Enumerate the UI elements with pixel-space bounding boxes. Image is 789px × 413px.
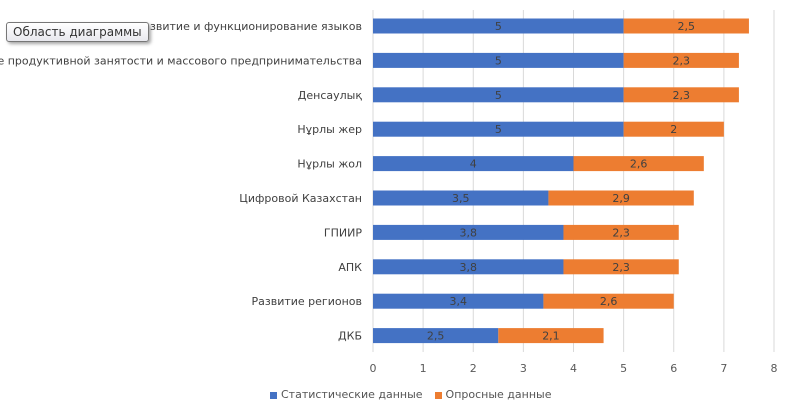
data-label: 2,9 — [612, 192, 630, 205]
bar-segment-statistical[interactable] — [373, 293, 544, 309]
legend-label: Статистические данные — [281, 388, 423, 401]
bar-segment-survey[interactable] — [623, 52, 739, 68]
category-label: Развитие продуктивной занятости и массов… — [0, 54, 362, 67]
legend-item-survey[interactable]: Опросные данные — [434, 388, 552, 401]
legend-item-statistical[interactable]: Статистические данные — [270, 388, 423, 401]
data-label: 2,3 — [612, 226, 630, 239]
legend-swatch — [270, 391, 277, 399]
category-label: Развитие регионов — [252, 295, 363, 308]
x-tick-label: 3 — [520, 362, 527, 375]
bar-segment-statistical[interactable] — [373, 52, 624, 68]
bar-segment-statistical[interactable] — [373, 224, 564, 240]
bar-segment-survey[interactable] — [548, 190, 694, 206]
legend: Статистические данные Опросные данные — [270, 388, 551, 401]
data-label: 5 — [495, 54, 502, 67]
category-label: Денсаулық — [298, 89, 363, 102]
x-tick-label: 0 — [370, 362, 377, 375]
data-label: 5 — [495, 123, 502, 136]
data-label: 3,8 — [459, 226, 477, 239]
data-label: 2,3 — [673, 89, 691, 102]
bar-segment-statistical[interactable] — [373, 328, 499, 344]
x-tick-label: 4 — [570, 362, 577, 375]
category-label: Нұрлы жол — [297, 158, 362, 171]
legend-swatch — [434, 391, 442, 399]
bar-segment-survey[interactable] — [563, 259, 679, 275]
x-tick-label: 1 — [420, 362, 427, 375]
data-label: 2,3 — [612, 261, 630, 274]
chart-area-tooltip: Область диаграммы — [6, 22, 149, 42]
category-label: ДКБ — [338, 330, 362, 343]
data-label: 4 — [470, 158, 477, 171]
data-label: 5 — [495, 20, 502, 33]
category-label: Развитие и функционирование языков — [137, 20, 362, 33]
bar-segment-survey[interactable] — [563, 224, 679, 240]
data-label: 2,5 — [427, 330, 445, 343]
x-tick-label: 8 — [771, 362, 778, 375]
bar-segment-statistical[interactable] — [373, 259, 564, 275]
data-label: 3,5 — [452, 192, 470, 205]
category-label: Цифровой Казахстан — [239, 192, 362, 205]
x-tick-label: 2 — [470, 362, 477, 375]
x-tick-label: 5 — [620, 362, 627, 375]
bar-segment-survey[interactable] — [498, 328, 604, 344]
category-label: ГПИИР — [324, 226, 362, 239]
bar-segment-statistical[interactable] — [373, 190, 549, 206]
bar-segment-statistical[interactable] — [373, 156, 574, 172]
bar-segment-survey[interactable] — [573, 156, 704, 172]
category-label: АПК — [338, 261, 362, 274]
bar-segment-statistical[interactable] — [373, 87, 624, 103]
data-label: 2,6 — [630, 158, 648, 171]
bar-segment-survey[interactable] — [623, 18, 749, 34]
data-label: 2,5 — [678, 20, 696, 33]
data-label: 5 — [495, 89, 502, 102]
category-label: Нұрлы жер — [297, 123, 362, 136]
bar-segment-survey[interactable] — [623, 87, 739, 103]
data-label: 2,1 — [542, 330, 560, 343]
bar-segment-survey[interactable] — [543, 293, 674, 309]
data-label: 3,4 — [449, 295, 467, 308]
legend-label: Опросные данные — [445, 388, 552, 401]
bar-segment-statistical[interactable] — [373, 18, 624, 34]
data-label: 2,6 — [600, 295, 618, 308]
x-tick-label: 6 — [670, 362, 677, 375]
data-label: 2,3 — [673, 54, 691, 67]
bar-segment-statistical[interactable] — [373, 121, 624, 137]
x-tick-label: 7 — [720, 362, 727, 375]
bar-segment-survey[interactable] — [623, 121, 724, 137]
data-label: 3,8 — [459, 261, 477, 274]
data-label: 2 — [670, 123, 677, 136]
